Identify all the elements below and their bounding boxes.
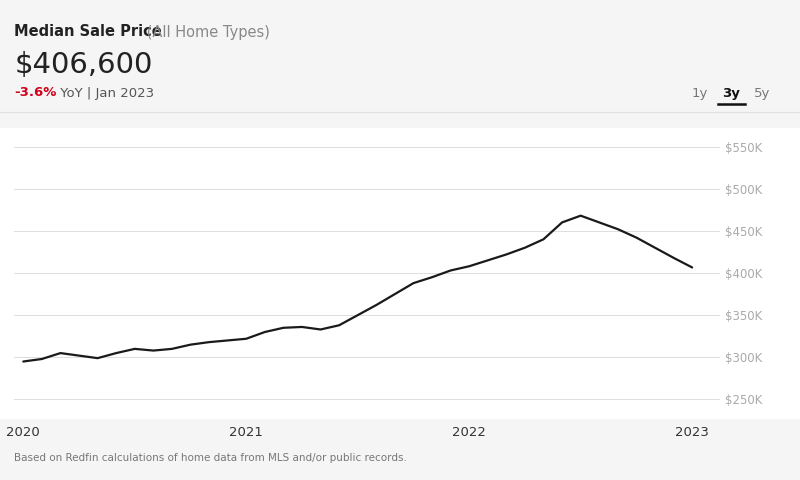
Text: $406,600: $406,600	[14, 51, 153, 79]
Text: Based on Redfin calculations of home data from MLS and/or public records.: Based on Redfin calculations of home dat…	[14, 453, 407, 463]
Text: YoY | Jan 2023: YoY | Jan 2023	[56, 86, 154, 99]
Text: -3.6%: -3.6%	[14, 86, 57, 99]
Text: Median Sale Price: Median Sale Price	[14, 24, 162, 39]
Text: 1y: 1y	[692, 86, 708, 99]
Text: (All Home Types): (All Home Types)	[142, 24, 270, 39]
Text: 3y: 3y	[722, 86, 740, 99]
Text: 5y: 5y	[754, 86, 770, 99]
